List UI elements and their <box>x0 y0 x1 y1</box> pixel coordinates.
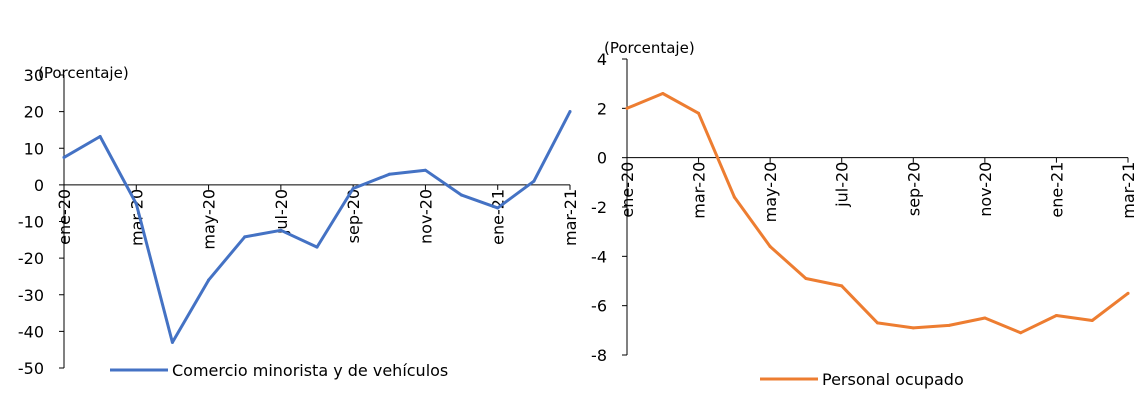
chart2-x-tick-label: jul-20 <box>833 162 852 208</box>
chart2-y-tick-label: 4 <box>597 50 607 69</box>
chart1-data-point <box>496 206 500 210</box>
chart2-data-point <box>840 284 844 288</box>
chart1-data-point <box>98 135 102 139</box>
chart1-y-tick-label: -50 <box>18 359 44 378</box>
chart1-y-axis-title: (Porcentaje) <box>38 64 129 82</box>
chart1-data-point <box>62 155 66 159</box>
chart1-y-tick-label: 30 <box>24 66 44 85</box>
chart2-data-point <box>1090 318 1094 322</box>
chart1-data-point <box>460 193 464 197</box>
chart1-y-tick-label: 10 <box>24 139 44 158</box>
chart1-data-point <box>423 168 427 172</box>
chart1-y-tick-label: 0 <box>34 176 44 195</box>
chart2-data-point <box>983 316 987 320</box>
chart2-data-point <box>1126 291 1130 295</box>
chart1-data-point <box>568 110 572 114</box>
chart2-x-tick-label: sep-20 <box>904 162 923 216</box>
chart1-y-tick-label: -20 <box>18 249 44 268</box>
chart2-x-tick-label: mar-20 <box>690 162 709 219</box>
chart2-y-tick-label: 2 <box>597 99 607 118</box>
chart2-data-point <box>804 277 808 281</box>
chart1-y-tick-label: 20 <box>24 103 44 122</box>
chart2-x-tick-label: mar-21 <box>1119 162 1138 219</box>
chart1-legend-label: Comercio minorista y de vehículos <box>172 361 448 380</box>
chart2-data-point <box>661 92 665 96</box>
chart1-x-tick-label: ene-20 <box>55 189 74 245</box>
chart2-data-point <box>911 326 915 330</box>
chart2-x-tick-label: nov-20 <box>976 162 995 217</box>
chart1-data-point <box>243 235 247 239</box>
chart1-x-tick-label: jul-20 <box>272 189 291 235</box>
chart1-x-tick-label: mar-21 <box>561 189 580 246</box>
chart2-data-point <box>732 195 736 199</box>
chart2-data-point <box>1019 331 1023 335</box>
chart1-data-point <box>279 228 283 232</box>
chart2-y-axis-title: (Porcentaje) <box>604 39 695 57</box>
chart2-data-point <box>876 321 879 325</box>
chart2-y-tick-label: -8 <box>591 346 607 365</box>
chart1-y-tick-label: -10 <box>18 213 44 232</box>
chart1-data-point <box>207 278 211 282</box>
chart1-y-tick-label: -40 <box>18 322 44 341</box>
chart1-data-point <box>170 340 174 344</box>
chart1-data-point <box>315 245 319 249</box>
chart1-x-tick-label: nov-20 <box>416 189 435 244</box>
chart2-y-tick-label: -6 <box>591 297 607 316</box>
chart2-legend-label: Personal ocupado <box>822 370 964 389</box>
chart1-data-point <box>387 172 391 176</box>
chart2-y-tick-label: -2 <box>591 198 607 217</box>
chart1-data-point <box>532 179 536 183</box>
chart2-data-point <box>625 106 629 110</box>
chart1-x-tick-label: ene-21 <box>489 189 508 245</box>
chart2-data-point <box>697 111 701 115</box>
chart1-x-tick-label: may-20 <box>200 189 219 250</box>
chart2-x-tick-label: ene-21 <box>1047 162 1066 218</box>
chart2-x-tick-label: may-20 <box>761 162 780 223</box>
chart1-data-point <box>351 187 355 191</box>
chart2-data-point <box>1054 314 1058 318</box>
chart1-data-point <box>134 202 138 206</box>
chart2-y-tick-label: 0 <box>597 149 607 168</box>
chart2-data-point <box>947 323 951 327</box>
chart1-y-tick-label: -30 <box>18 286 44 305</box>
chart1-x-tick-label: mar-20 <box>127 189 146 246</box>
chart1-x-tick-label: sep-20 <box>344 189 363 243</box>
chart2-y-tick-label: -4 <box>591 247 607 266</box>
chart2-x-tick-label: ene-20 <box>618 162 637 218</box>
chart2-data-point <box>768 244 772 248</box>
